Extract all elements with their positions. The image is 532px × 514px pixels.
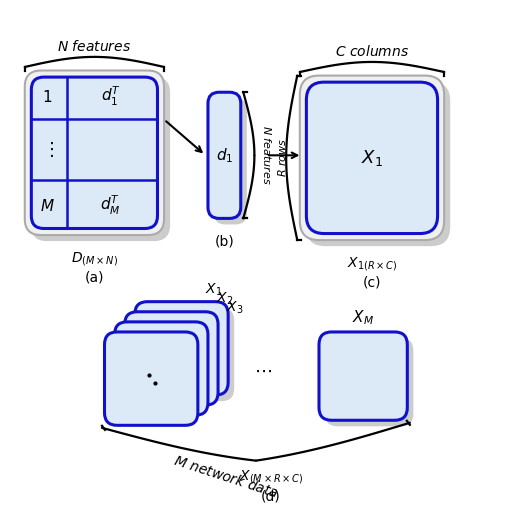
FancyBboxPatch shape [135,302,228,395]
FancyBboxPatch shape [306,82,438,233]
Text: $1$: $1$ [43,89,53,105]
FancyBboxPatch shape [31,77,157,229]
Text: $X_1$: $X_1$ [361,148,383,168]
Text: (b): (b) [214,234,234,249]
Text: (c): (c) [363,276,381,289]
FancyBboxPatch shape [300,76,444,240]
Text: $N$ features: $N$ features [261,125,273,185]
Text: $C$ columns: $C$ columns [335,44,409,60]
FancyBboxPatch shape [124,312,218,405]
Text: $d_M^T$: $d_M^T$ [100,194,121,217]
Text: $X_1$: $X_1$ [205,281,223,298]
Text: (d): (d) [261,489,281,503]
FancyBboxPatch shape [306,82,450,246]
FancyBboxPatch shape [25,70,164,235]
Text: $d_1$: $d_1$ [215,146,233,164]
Text: $M$ network data: $M$ network data [171,453,280,501]
Text: $X_3$: $X_3$ [226,300,243,316]
Text: $R$ rows: $R$ rows [276,138,288,177]
FancyBboxPatch shape [104,332,198,425]
Text: $N$ features: $N$ features [57,39,131,54]
FancyBboxPatch shape [214,98,247,225]
FancyBboxPatch shape [325,338,413,426]
Text: $M$: $M$ [40,198,55,214]
FancyBboxPatch shape [31,77,170,241]
Text: $D_{(M\times N)}$: $D_{(M\times N)}$ [71,250,118,268]
Text: (a): (a) [85,270,104,284]
Text: $X_2$: $X_2$ [215,290,233,307]
Text: $X_{(M\times R\times C)}$: $X_{(M\times R\times C)}$ [239,468,303,486]
FancyBboxPatch shape [208,92,241,218]
Text: $\vdots$: $\vdots$ [41,140,53,159]
Text: $\cdots$: $\cdots$ [254,362,272,380]
FancyBboxPatch shape [319,332,408,420]
Text: $X_M$: $X_M$ [352,308,374,327]
Text: $X_{1(R\times C)}$: $X_{1(R\times C)}$ [347,255,397,273]
FancyBboxPatch shape [141,308,234,401]
FancyBboxPatch shape [114,322,208,415]
Text: $d_1^T$: $d_1^T$ [101,85,121,108]
